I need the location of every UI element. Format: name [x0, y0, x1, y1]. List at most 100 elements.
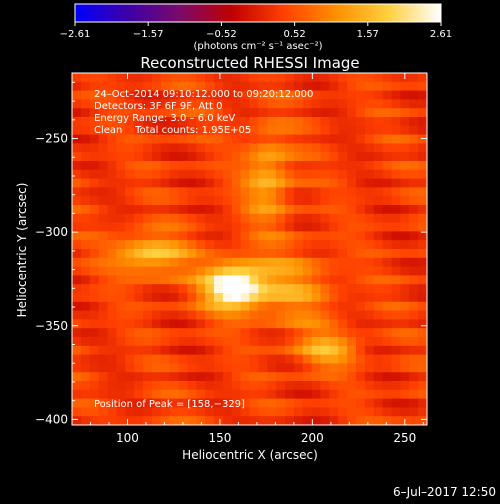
heatmap-cell — [391, 266, 401, 276]
heatmap-cell — [400, 222, 410, 232]
heatmap-cell — [320, 125, 330, 136]
annotation-clean-counts: Clean Total counts: 1.95E+05 — [94, 125, 251, 136]
heatmap-cell — [169, 328, 180, 338]
heatmap-cell — [222, 108, 233, 118]
heatmap-cell — [293, 319, 304, 329]
heatmap-cell — [391, 257, 401, 268]
heatmap-cell — [72, 213, 82, 224]
heatmap-cell — [382, 293, 393, 303]
heatmap-cell — [364, 407, 375, 417]
heatmap-cell — [80, 293, 91, 303]
heatmap-cell — [231, 319, 242, 329]
heatmap-cell — [400, 81, 410, 92]
heatmap-cell — [196, 108, 206, 118]
heatmap-cell — [249, 257, 259, 268]
heatmap-cell — [391, 293, 401, 303]
heatmap-cell — [347, 125, 357, 136]
heatmap-cell — [258, 363, 268, 373]
heatmap-cell — [222, 363, 233, 373]
heatmap-cell — [364, 125, 375, 136]
heatmap-cell — [409, 266, 419, 276]
heatmap-cell — [116, 354, 126, 364]
heatmap-cell — [302, 389, 313, 400]
heatmap-cell — [187, 398, 197, 408]
heatmap-cell — [240, 205, 251, 215]
heatmap-cell — [169, 152, 180, 162]
heatmap-cell — [214, 222, 224, 232]
heatmap-cell — [169, 178, 180, 188]
heatmap-cell — [240, 354, 251, 364]
heatmap-cell — [80, 337, 91, 347]
heatmap-cell — [116, 337, 126, 347]
heatmap-cell — [231, 178, 242, 188]
heatmap-cell — [98, 416, 109, 425]
heatmap-cell — [356, 240, 366, 250]
heatmap-cell — [134, 284, 144, 294]
colorbar-ticks: −2.61 −1.57 −0.52 0.52 1.57 2.61 — [60, 22, 452, 40]
heatmap-cell — [320, 301, 330, 312]
heatmap-cell — [373, 275, 384, 285]
heatmap-cell — [107, 328, 117, 338]
heatmap-cell — [72, 266, 82, 276]
heatmap-cell — [222, 398, 233, 408]
heatmap-cell — [178, 319, 188, 329]
heatmap-cell — [178, 275, 188, 285]
heatmap-cell — [356, 275, 366, 285]
heatmap-cell — [178, 178, 188, 188]
heatmap-cell — [329, 407, 339, 417]
heatmap-cell — [89, 205, 100, 215]
heatmap-cell — [320, 108, 330, 118]
heatmap-cell — [285, 301, 295, 312]
heatmap-cell — [267, 187, 277, 197]
heatmap-cell — [160, 81, 171, 92]
heatmap-cell — [409, 301, 419, 312]
heatmap-cell — [231, 143, 242, 153]
heatmap-cell — [214, 99, 224, 109]
heatmap-cell — [116, 117, 126, 127]
heatmap-cell — [320, 381, 330, 391]
heatmap-cell — [311, 90, 322, 100]
heatmap-cell — [98, 249, 109, 259]
heatmap-cell — [205, 363, 215, 373]
heatmap-cell — [160, 143, 171, 153]
heatmap-cell — [293, 73, 304, 83]
heatmap-cell — [160, 372, 171, 382]
heatmap-cell — [205, 275, 215, 285]
heatmap-cell — [214, 249, 224, 259]
heatmap-cell — [373, 345, 384, 356]
heatmap-cell — [169, 90, 180, 100]
heatmap-cell — [267, 81, 277, 92]
heatmap-cell — [116, 196, 126, 206]
heatmap-cell — [409, 337, 419, 347]
heatmap-cell — [205, 345, 215, 356]
heatmap-cell — [80, 73, 91, 83]
heatmap-cell — [267, 152, 277, 162]
heatmap-cell — [80, 284, 91, 294]
heatmap-cell — [80, 143, 91, 153]
heatmap-cell — [418, 293, 427, 303]
heatmap-cell — [285, 213, 295, 224]
heatmap-cell — [391, 240, 401, 250]
heatmap-cell — [169, 337, 180, 347]
heatmap-cell — [187, 187, 197, 197]
heatmap-cell — [302, 73, 313, 83]
colorbar-strip — [74, 3, 442, 23]
heatmap-cell — [169, 169, 180, 180]
heatmap-cell — [125, 90, 135, 100]
heatmap-cell — [98, 99, 109, 109]
heatmap-cell — [364, 73, 375, 83]
heatmap-cell — [373, 328, 384, 338]
heatmap-cell — [214, 187, 224, 197]
heatmap-cell — [231, 152, 242, 162]
heatmap-cell — [293, 381, 304, 391]
heatmap-cell — [311, 284, 322, 294]
heatmap-cell — [320, 293, 330, 303]
heatmap-cell — [364, 213, 375, 224]
heatmap-cell — [276, 345, 286, 356]
heatmap-cell — [329, 328, 339, 338]
heatmap-cell — [116, 266, 126, 276]
heatmap-cell — [187, 213, 197, 224]
heatmap-cell — [89, 231, 100, 241]
heatmap-cell — [249, 161, 259, 171]
